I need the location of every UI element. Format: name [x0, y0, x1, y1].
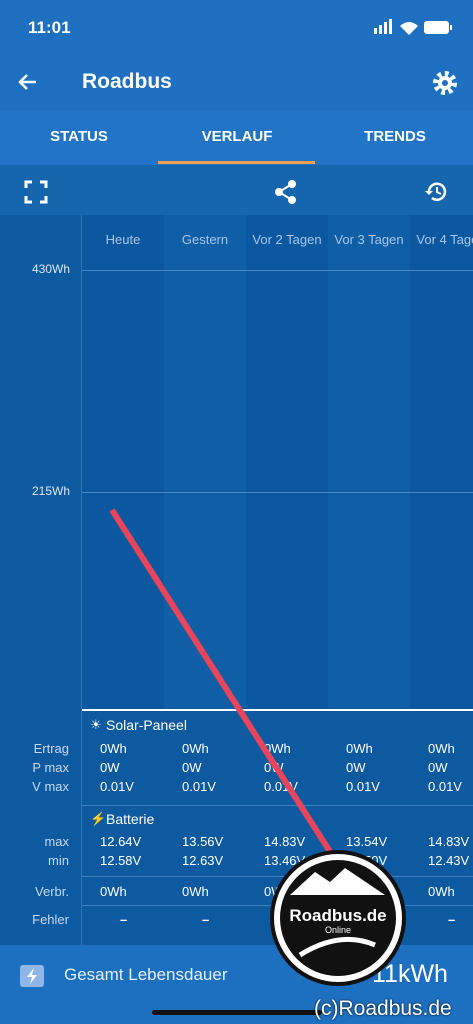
- cell: 14.83V: [428, 834, 470, 849]
- grid-line: [82, 270, 473, 271]
- cell: 13.56V: [182, 834, 224, 849]
- column-header: Vor 2 Tagen: [252, 232, 322, 247]
- cell: 0W: [428, 760, 448, 775]
- section-icon: ☀: [90, 717, 102, 732]
- axis-divider: [81, 215, 82, 945]
- share-button[interactable]: [273, 179, 299, 205]
- logo-text: Roadbus.de: [282, 906, 394, 926]
- column-bg: [164, 215, 246, 709]
- cell: 0W: [182, 760, 202, 775]
- header-bg: [0, 0, 473, 110]
- section-title: Solar-Paneel: [106, 717, 187, 733]
- tab[interactable]: TRENDS: [364, 128, 426, 145]
- divider: [82, 805, 473, 806]
- cell: 0.01V: [100, 779, 134, 794]
- cell: 0Wh: [182, 884, 209, 899]
- cell: –: [202, 912, 210, 927]
- status-time: 11:01: [28, 18, 71, 37]
- cell: 13.46V: [264, 853, 306, 868]
- tab-bar: [0, 110, 473, 165]
- column-bg: [410, 215, 473, 709]
- cell: 0Wh: [100, 741, 127, 756]
- status-icons: [374, 19, 452, 35]
- column-header: Gestern: [181, 232, 229, 247]
- chart-baseline: [82, 709, 473, 711]
- history-button[interactable]: [424, 179, 450, 205]
- cell: 13.54V: [346, 834, 388, 849]
- row-label: max: [44, 834, 69, 849]
- cell: –: [448, 912, 456, 927]
- column-header: Vor 3 Tagen: [334, 232, 404, 247]
- y-label: 430Wh: [31, 262, 70, 276]
- column-header: Heute: [105, 232, 141, 247]
- cell: 0Wh: [264, 741, 291, 756]
- row-label: Verbr.: [35, 884, 69, 899]
- cell: 0.01V: [182, 779, 216, 794]
- tab-indicator: [158, 161, 315, 164]
- footer-icon: [20, 965, 44, 987]
- column-bg: [328, 215, 410, 709]
- cell: 12.58V: [100, 853, 142, 868]
- logo-sub: Online: [324, 925, 351, 935]
- column-bg: [82, 215, 164, 709]
- fullscreen-button[interactable]: [24, 180, 48, 204]
- copyright: (c)Roadbus.de: [314, 997, 452, 1020]
- tab[interactable]: VERLAUF: [201, 128, 273, 145]
- cell: 12.63V: [182, 853, 224, 868]
- footer-label: Gesamt Lebensdauer: [64, 965, 228, 984]
- section-title: Batterie: [106, 811, 155, 827]
- row-label: Ertrag: [33, 741, 69, 756]
- column-bg: [246, 215, 328, 709]
- cell: –: [120, 912, 128, 927]
- cell: 0W: [100, 760, 120, 775]
- row-label: P max: [32, 760, 69, 775]
- cell: 0Wh: [428, 884, 455, 899]
- app-title: Roadbus: [82, 70, 172, 93]
- cell: 0.01V: [346, 779, 380, 794]
- cell: 14.83V: [264, 834, 306, 849]
- cell: 0Wh: [182, 741, 209, 756]
- cell: 0Wh: [100, 884, 127, 899]
- back-button[interactable]: [16, 70, 40, 94]
- y-label: 215Wh: [31, 484, 70, 498]
- cell: 12.43V: [428, 853, 470, 868]
- column-header: Vor 4 Tagen: [416, 232, 473, 247]
- row-label: min: [48, 853, 69, 868]
- settings-button[interactable]: [432, 70, 458, 96]
- cell: 0Wh: [428, 741, 455, 756]
- divider: [82, 876, 473, 877]
- tab[interactable]: STATUS: [50, 128, 108, 145]
- cell: 0Wh: [346, 741, 373, 756]
- toolbar: [0, 165, 473, 215]
- grid-line: [82, 492, 473, 493]
- section-icon: ⚡: [90, 811, 107, 826]
- cell: 12.64V: [100, 834, 142, 849]
- cell: 0.01V: [428, 779, 462, 794]
- row-label: V max: [32, 779, 69, 794]
- cell: 0W: [346, 760, 366, 775]
- row-label: Fehler: [32, 912, 69, 927]
